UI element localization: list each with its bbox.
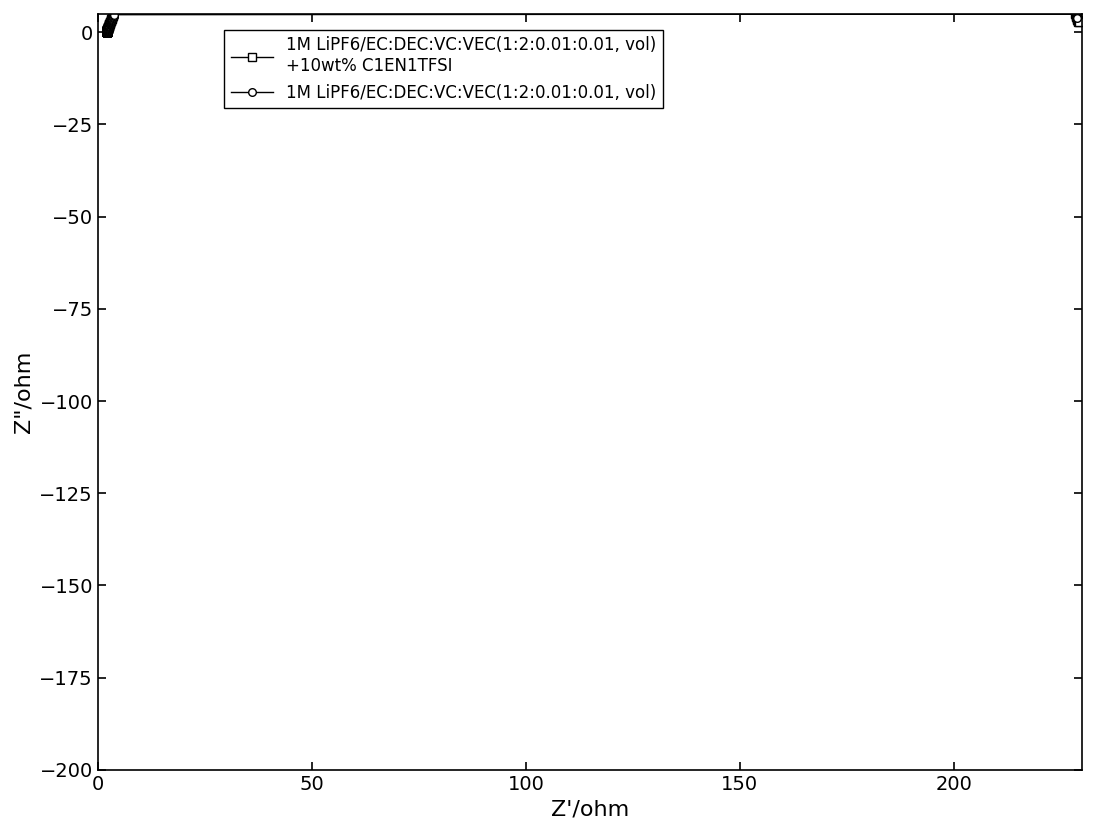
Line: 1M LiPF6/EC:DEC:VC:VEC(1:2:0.01:0.01, vol)
+10wt% C1EN1TFSI: 1M LiPF6/EC:DEC:VC:VEC(1:2:0.01:0.01, vo… bbox=[103, 10, 1083, 36]
1M LiPF6/EC:DEC:VC:VEC(1:2:0.01:0.01, vol)
+10wt% C1EN1TFSI bbox=[101, 24, 114, 34]
1M LiPF6/EC:DEC:VC:VEC(1:2:0.01:0.01, vol)
+10wt% C1EN1TFSI bbox=[100, 27, 113, 37]
X-axis label: Z'/ohm: Z'/ohm bbox=[551, 799, 629, 819]
1M LiPF6/EC:DEC:VC:VEC(1:2:0.01:0.01, vol) bbox=[100, 27, 113, 37]
1M LiPF6/EC:DEC:VC:VEC(1:2:0.01:0.01, vol) bbox=[102, 22, 115, 32]
1M LiPF6/EC:DEC:VC:VEC(1:2:0.01:0.01, vol) bbox=[100, 27, 113, 37]
1M LiPF6/EC:DEC:VC:VEC(1:2:0.01:0.01, vol)
+10wt% C1EN1TFSI bbox=[1072, 17, 1085, 27]
1M LiPF6/EC:DEC:VC:VEC(1:2:0.01:0.01, vol) bbox=[101, 26, 114, 36]
1M LiPF6/EC:DEC:VC:VEC(1:2:0.01:0.01, vol)
+10wt% C1EN1TFSI bbox=[100, 27, 113, 37]
1M LiPF6/EC:DEC:VC:VEC(1:2:0.01:0.01, vol) bbox=[102, 22, 115, 32]
1M LiPF6/EC:DEC:VC:VEC(1:2:0.01:0.01, vol)
+10wt% C1EN1TFSI bbox=[102, 22, 115, 32]
1M LiPF6/EC:DEC:VC:VEC(1:2:0.01:0.01, vol) bbox=[1070, 9, 1083, 19]
1M LiPF6/EC:DEC:VC:VEC(1:2:0.01:0.01, vol)
+10wt% C1EN1TFSI bbox=[107, 9, 121, 19]
Y-axis label: Z"/ohm: Z"/ohm bbox=[14, 351, 34, 433]
1M LiPF6/EC:DEC:VC:VEC(1:2:0.01:0.01, vol)
+10wt% C1EN1TFSI bbox=[1071, 13, 1084, 23]
Legend: 1M LiPF6/EC:DEC:VC:VEC(1:2:0.01:0.01, vol)
+10wt% C1EN1TFSI, 1M LiPF6/EC:DEC:VC:: 1M LiPF6/EC:DEC:VC:VEC(1:2:0.01:0.01, vo… bbox=[225, 30, 663, 108]
Line: 1M LiPF6/EC:DEC:VC:VEC(1:2:0.01:0.01, vol): 1M LiPF6/EC:DEC:VC:VEC(1:2:0.01:0.01, vo… bbox=[103, 10, 1082, 36]
1M LiPF6/EC:DEC:VC:VEC(1:2:0.01:0.01, vol) bbox=[1071, 13, 1084, 23]
1M LiPF6/EC:DEC:VC:VEC(1:2:0.01:0.01, vol)
+10wt% C1EN1TFSI bbox=[1071, 15, 1084, 25]
1M LiPF6/EC:DEC:VC:VEC(1:2:0.01:0.01, vol) bbox=[101, 25, 114, 35]
1M LiPF6/EC:DEC:VC:VEC(1:2:0.01:0.01, vol)
+10wt% C1EN1TFSI bbox=[101, 23, 114, 33]
1M LiPF6/EC:DEC:VC:VEC(1:2:0.01:0.01, vol) bbox=[100, 27, 113, 37]
